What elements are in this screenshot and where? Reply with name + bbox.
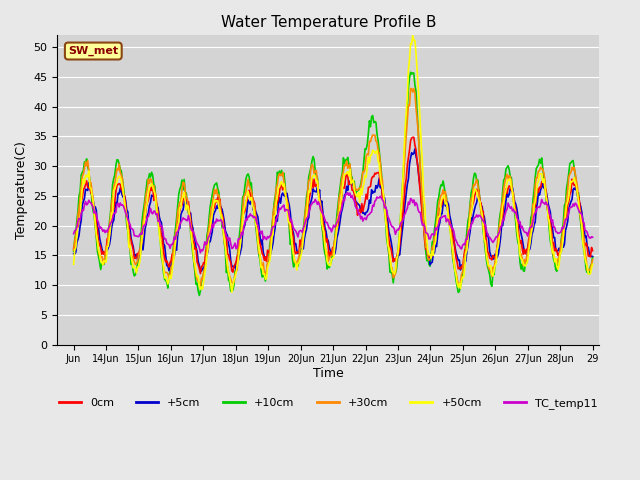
0cm: [589, 248, 596, 253]
+10cm: [361, 146, 369, 152]
+5cm: [386, 233, 394, 239]
+30cm: [196, 284, 204, 290]
Line: 0cm: 0cm: [74, 137, 593, 274]
+10cm: [543, 205, 551, 211]
+10cm: [290, 264, 298, 270]
+30cm: [543, 199, 551, 205]
+30cm: [453, 276, 461, 281]
Line: +50cm: +50cm: [74, 36, 593, 292]
+30cm: [361, 166, 369, 171]
+5cm: [231, 262, 239, 267]
+5cm: [589, 253, 596, 259]
TC_temp11: [344, 190, 351, 195]
+10cm: [70, 248, 77, 254]
Line: +10cm: +10cm: [74, 72, 593, 296]
+5cm: [411, 146, 419, 152]
0cm: [409, 134, 417, 140]
0cm: [361, 199, 369, 204]
TC_temp11: [453, 240, 461, 246]
+10cm: [195, 293, 203, 299]
+30cm: [290, 250, 298, 256]
Y-axis label: Temperature(C): Temperature(C): [15, 141, 28, 239]
Legend: 0cm, +5cm, +10cm, +30cm, +50cm, TC_temp11: 0cm, +5cm, +10cm, +30cm, +50cm, TC_temp1…: [54, 394, 602, 413]
Line: +5cm: +5cm: [74, 149, 593, 272]
TC_temp11: [543, 202, 551, 208]
TC_temp11: [70, 231, 77, 237]
TC_temp11: [362, 217, 370, 223]
+50cm: [543, 201, 551, 206]
+30cm: [589, 257, 596, 263]
0cm: [543, 202, 551, 208]
+50cm: [232, 269, 240, 275]
+30cm: [407, 85, 415, 91]
+10cm: [589, 254, 596, 260]
+50cm: [409, 33, 417, 38]
Text: SW_met: SW_met: [68, 46, 118, 56]
TC_temp11: [387, 222, 395, 228]
+50cm: [290, 253, 298, 259]
+10cm: [386, 269, 394, 275]
TC_temp11: [196, 250, 204, 256]
+5cm: [453, 253, 461, 259]
+50cm: [228, 289, 236, 295]
+50cm: [386, 253, 394, 259]
+30cm: [386, 256, 394, 262]
+5cm: [543, 194, 551, 200]
0cm: [290, 236, 298, 242]
TC_temp11: [589, 234, 596, 240]
Line: +30cm: +30cm: [74, 88, 593, 287]
+5cm: [70, 251, 77, 256]
0cm: [232, 259, 240, 264]
0cm: [453, 260, 461, 265]
Line: TC_temp11: TC_temp11: [74, 192, 593, 253]
+50cm: [589, 262, 596, 267]
+30cm: [232, 269, 240, 275]
TC_temp11: [232, 246, 240, 252]
Title: Water Temperature Profile B: Water Temperature Profile B: [221, 15, 436, 30]
+5cm: [361, 212, 369, 217]
+50cm: [361, 173, 369, 179]
+30cm: [70, 247, 77, 253]
+10cm: [453, 284, 461, 289]
+5cm: [290, 230, 298, 236]
0cm: [70, 245, 77, 251]
+50cm: [453, 281, 461, 287]
+5cm: [232, 269, 240, 275]
0cm: [386, 244, 394, 250]
+10cm: [232, 266, 240, 272]
X-axis label: Time: Time: [313, 367, 344, 380]
0cm: [196, 271, 204, 276]
+10cm: [407, 70, 415, 75]
+50cm: [70, 262, 77, 267]
TC_temp11: [290, 226, 298, 231]
